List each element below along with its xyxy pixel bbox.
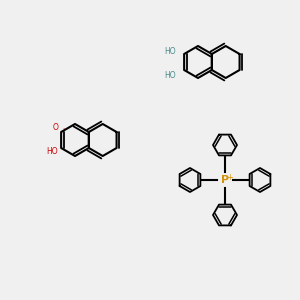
Text: P: P [221,175,229,185]
Text: O: O [52,124,58,133]
Text: HO: HO [164,70,176,80]
Text: HO: HO [46,148,58,157]
Text: -: - [58,125,65,130]
Text: HO: HO [164,47,176,56]
Text: +: + [226,172,233,182]
